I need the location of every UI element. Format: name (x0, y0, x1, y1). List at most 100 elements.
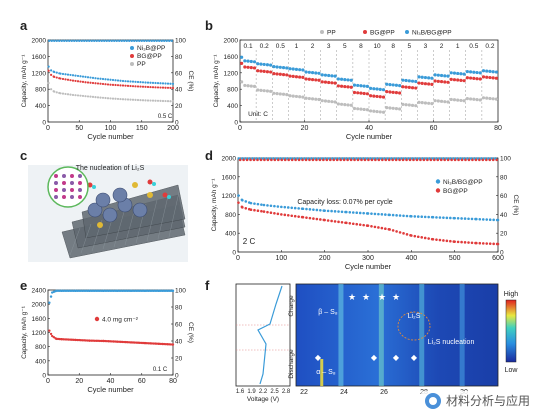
data-point-b-0 (494, 70, 498, 74)
data-point-a-1 (99, 82, 102, 85)
data-point-e-1 (162, 289, 166, 293)
data-point-e-1 (82, 289, 86, 293)
data-point-a-2 (136, 98, 140, 102)
data-point-b-2 (288, 94, 292, 98)
data-point-a-1 (81, 80, 85, 84)
ce-point-d-1 (384, 158, 388, 162)
data-point-a-0 (126, 80, 130, 83)
y2-tick-label-a: 60 (175, 70, 183, 77)
graphene-mesh-line (168, 191, 180, 238)
legend-label-d-1: BG@PP (443, 188, 468, 195)
data-point-e-0 (93, 339, 96, 342)
data-point-a-2 (50, 88, 53, 91)
data-point-d-0 (416, 215, 420, 218)
ce-point-d-1 (460, 158, 464, 162)
data-point-b-2 (265, 89, 270, 93)
legend-label-b-2: Ni₃B/BG@PP (412, 30, 452, 37)
data-point-d-0 (333, 210, 337, 213)
data-point-d-0 (380, 213, 384, 216)
data-point-b-0 (391, 83, 395, 87)
data-point-d-0 (427, 215, 430, 219)
diffraction-streak-1 (378, 284, 384, 386)
data-point-b-0 (243, 59, 247, 63)
data-point-d-0 (326, 209, 330, 213)
data-point-a-0 (171, 82, 175, 85)
data-point-d-1 (280, 213, 283, 216)
voltage-tick-label-f-2: 2.2 (259, 389, 268, 395)
rate-label-b-14: 0.5 (469, 43, 478, 50)
x-tick-label-a: 200 (167, 125, 179, 132)
ce-point-a (165, 39, 168, 43)
data-point-a-2 (129, 98, 132, 101)
data-point-a-0 (144, 81, 147, 84)
data-point-d-1 (384, 227, 387, 230)
data-point-b-2 (414, 104, 418, 108)
data-point-d-1 (290, 214, 294, 218)
rate-label-b-2: 0.5 (276, 43, 285, 50)
polysulfide-atom-red-0 (87, 182, 93, 188)
ni3b-particle-1 (102, 207, 118, 223)
data-point-e-1 (119, 289, 122, 293)
legend-label-a-1: BG@PP (137, 53, 162, 60)
data-point-e-0 (91, 339, 95, 342)
data-point-b-2 (336, 102, 340, 106)
crystal-atom (78, 195, 82, 199)
ce-point-a (88, 39, 91, 43)
x-tick-label-a: 0 (46, 125, 50, 132)
data-point-b-1 (294, 75, 299, 79)
data-point-a-1 (164, 86, 167, 89)
data-point-b-1 (291, 74, 295, 79)
data-point-e-1 (124, 289, 127, 293)
ce-point-d-1 (412, 158, 415, 162)
data-point-a-1 (71, 79, 75, 82)
li2s-cluster-2 (147, 192, 153, 198)
data-point-b-2 (388, 106, 392, 110)
data-point-e-1 (161, 289, 164, 293)
ce-point-d-1 (453, 158, 457, 162)
data-point-b-2 (320, 99, 324, 103)
data-point-b-2 (417, 100, 421, 104)
data-point-d-0 (475, 217, 478, 221)
data-point-d-0 (266, 204, 269, 207)
data-point-b-2 (369, 109, 373, 113)
data-point-a-2 (47, 81, 50, 85)
data-point-a-1 (89, 81, 92, 84)
data-point-a-1 (159, 86, 162, 89)
y-axis-label-b: Capacity, mAh g⁻¹ (213, 54, 220, 108)
y-tick-label-a: 1600 (32, 54, 47, 61)
data-point-b-1 (420, 81, 424, 85)
alpha-s8-diamond-1: ◆ (371, 353, 378, 362)
ce-point-a (133, 39, 136, 43)
data-point-d-1 (315, 217, 319, 221)
ce-point-a (75, 39, 78, 43)
data-point-d-0 (402, 214, 405, 218)
data-point-a-0 (55, 71, 58, 74)
data-point-d-0 (470, 217, 474, 221)
data-point-a-1 (61, 77, 65, 81)
y2-axis-label-e: CE (%) (187, 322, 194, 343)
y2-tick-label-a: 20 (175, 103, 183, 110)
ce-point-d-1 (297, 158, 301, 162)
data-point-d-1 (358, 223, 362, 226)
y-tick-label-e: 1600 (32, 316, 47, 323)
ce-point-a (85, 39, 88, 43)
data-point-d-1 (445, 239, 449, 243)
data-point-a-1 (69, 79, 72, 82)
data-point-a-0 (114, 79, 117, 82)
y-tick-label-e: 400 (35, 358, 46, 365)
y2-tick-label-d: 60 (500, 193, 508, 200)
legend-marker-a-1 (130, 54, 134, 58)
ce-point-d-1 (488, 158, 492, 162)
ce-point-d-1 (349, 158, 353, 162)
data-point-e-1 (65, 289, 69, 293)
data-point-b-1 (333, 81, 337, 85)
annotation-e: 4.0 mg cm⁻² (102, 317, 139, 324)
data-point-d-1 (326, 219, 330, 222)
y2-tick-label-d: 20 (500, 231, 508, 238)
data-point-e-1 (60, 289, 64, 293)
ce-point-a (153, 39, 156, 43)
ce-point-d-1 (290, 158, 294, 162)
data-point-b-0 (323, 73, 328, 77)
data-point-d-1 (395, 230, 398, 233)
data-point-e-1 (70, 289, 74, 293)
